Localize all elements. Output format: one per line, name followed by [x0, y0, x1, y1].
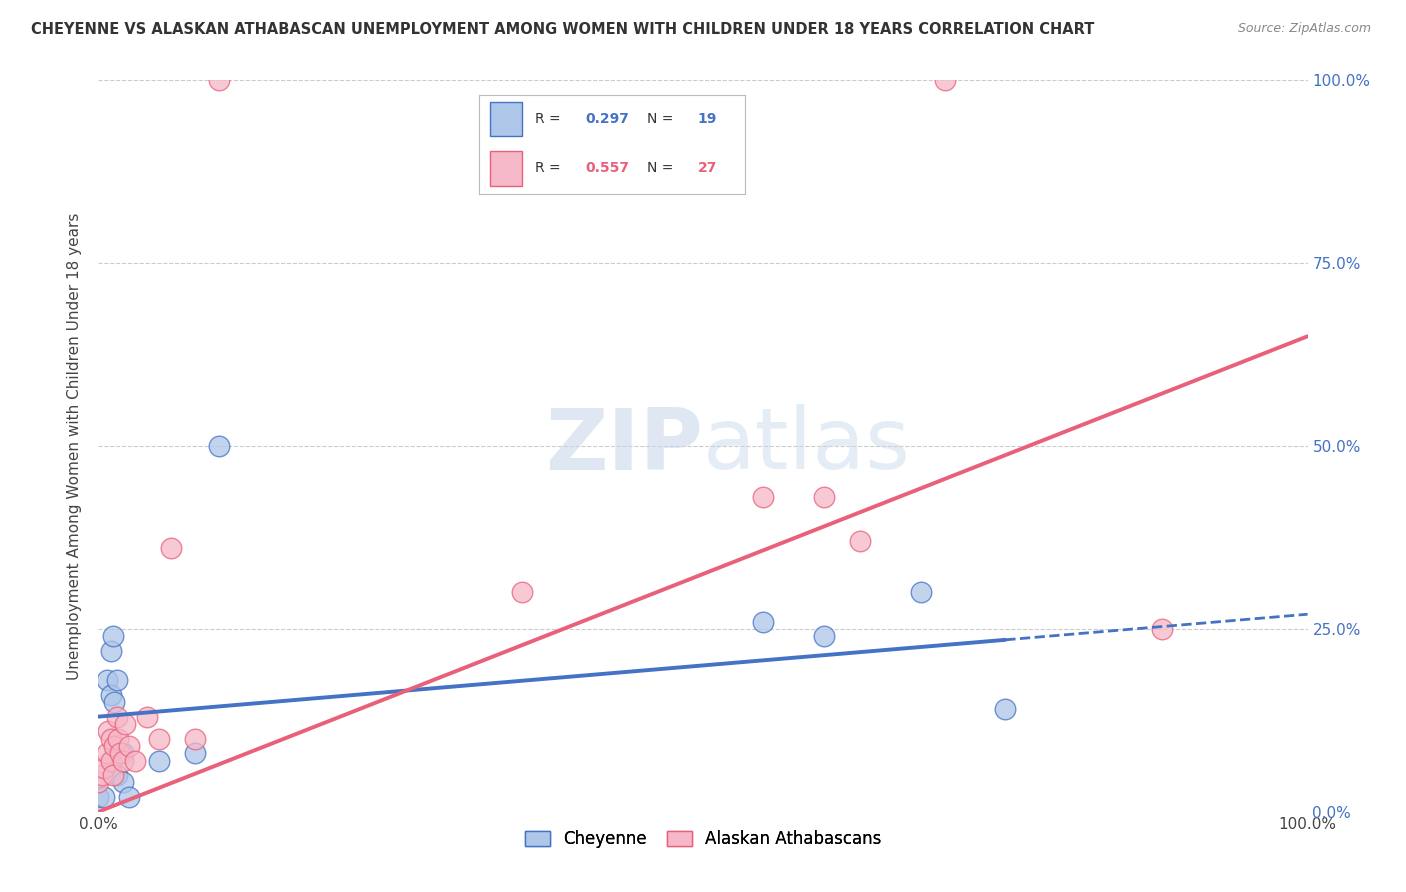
Point [105, 768, 128, 782]
Point [108, 746, 131, 760]
Text: CHEYENNE VS ALASKAN ATHABASCAN UNEMPLOYMENT AMONG WOMEN WITH CHILDREN UNDER 18 Y: CHEYENNE VS ALASKAN ATHABASCAN UNEMPLOYM… [31, 22, 1094, 37]
Point [910, 585, 932, 599]
Point [97, 724, 120, 739]
Point [135, 709, 157, 723]
Point [510, 585, 533, 599]
Point [111, 754, 134, 768]
Text: ZIP: ZIP [546, 404, 703, 488]
Point [111, 775, 134, 789]
Point [105, 673, 128, 687]
Point [103, 695, 125, 709]
Text: Source: ZipAtlas.com: Source: ZipAtlas.com [1237, 22, 1371, 36]
Point [813, 629, 835, 643]
Point [100, 688, 122, 702]
Point [100, 731, 122, 746]
Point [100, 754, 122, 768]
Point [148, 731, 170, 746]
Point [124, 754, 146, 768]
Point [813, 490, 835, 504]
Point [114, 717, 136, 731]
Point [184, 746, 207, 760]
Point [87, 775, 110, 789]
Point [93, 761, 115, 775]
Point [208, 73, 231, 87]
Point [111, 746, 134, 760]
Point [184, 731, 207, 746]
Point [118, 790, 141, 805]
Point [118, 739, 141, 753]
Point [148, 754, 170, 768]
Point [994, 702, 1017, 716]
Point [103, 739, 125, 753]
Point [91, 768, 114, 782]
Point [107, 731, 129, 746]
Legend: Cheyenne, Alaskan Athabascans: Cheyenne, Alaskan Athabascans [517, 823, 889, 855]
Point [101, 768, 124, 782]
Point [1152, 622, 1174, 636]
Y-axis label: Unemployment Among Women with Children Under 18 years: Unemployment Among Women with Children U… [67, 212, 83, 680]
Point [208, 439, 231, 453]
Point [849, 534, 872, 549]
Point [752, 490, 775, 504]
Point [101, 629, 124, 643]
Point [96, 746, 118, 760]
Point [934, 73, 956, 87]
Point [96, 673, 118, 687]
Point [100, 644, 122, 658]
Text: atlas: atlas [703, 404, 911, 488]
Point [160, 541, 183, 556]
Point [752, 615, 775, 629]
Point [105, 709, 128, 723]
Point [87, 790, 110, 805]
Point [93, 790, 115, 805]
